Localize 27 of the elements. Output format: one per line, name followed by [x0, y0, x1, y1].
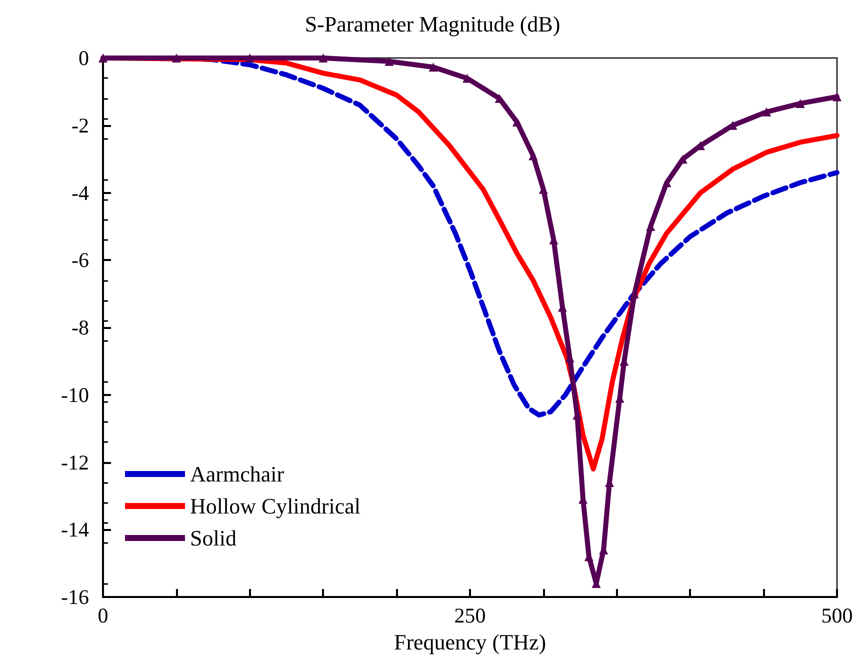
x-tick-label: 500: [821, 604, 853, 628]
legend-label: Aarmchair: [190, 462, 285, 486]
point: [245, 54, 254, 62]
point: [428, 62, 438, 72]
point: [662, 178, 672, 188]
x-tick-label: 250: [454, 604, 486, 628]
point: [796, 98, 805, 108]
y-tick-label: -14: [61, 518, 90, 542]
legend-label: Solid: [190, 526, 236, 550]
chart-title: S-Parameter Magnitude (dB): [304, 12, 560, 36]
legend-label: Hollow Cylindrical: [190, 494, 360, 518]
y-tick-label: -6: [72, 248, 89, 272]
y-tick-label: -2: [72, 113, 89, 138]
point: [384, 56, 394, 66]
x-tick-label: 0: [98, 604, 108, 628]
y-tick-label: -4: [72, 180, 90, 205]
y-tick-label: -12: [61, 450, 89, 474]
point: [98, 54, 108, 62]
y-tick-label: -10: [61, 382, 89, 407]
point: [832, 92, 842, 102]
point: [318, 54, 328, 62]
point: [172, 54, 181, 62]
x-axis-title: Frequency (THz): [394, 629, 546, 654]
point: [762, 107, 772, 116]
y-tick-label: -8: [72, 316, 89, 340]
y-tick-label: -16: [61, 585, 89, 609]
y-tick-label: 0: [78, 46, 89, 70]
